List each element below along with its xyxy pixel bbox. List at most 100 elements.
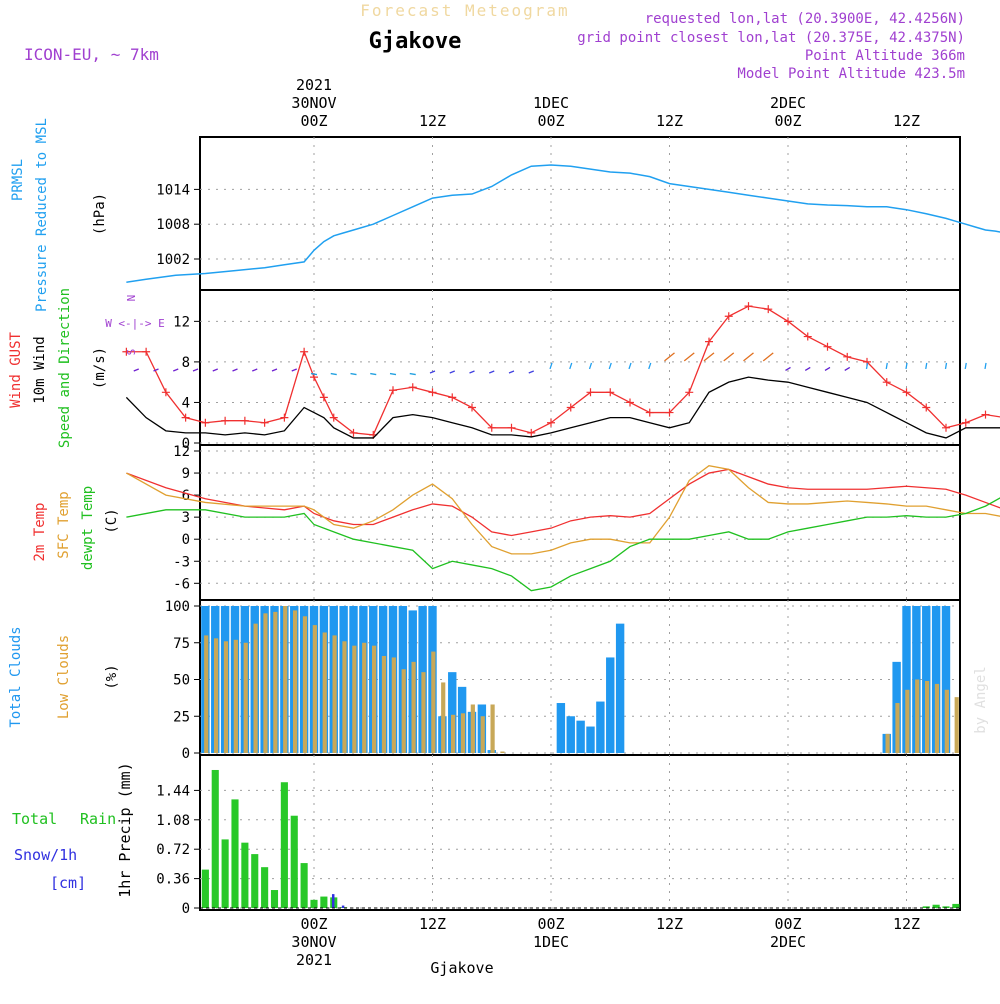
total-cloud-bar bbox=[566, 716, 575, 753]
wind-direction-arrow bbox=[252, 368, 258, 372]
wind-direction-arrow bbox=[212, 368, 218, 372]
low-cloud-bar bbox=[332, 635, 337, 753]
total-cloud-bar bbox=[448, 672, 457, 753]
wind-direction-arrow bbox=[703, 352, 715, 362]
compass-south: S bbox=[125, 349, 138, 356]
low-cloud-bar bbox=[233, 639, 238, 753]
rain-bar bbox=[320, 896, 328, 908]
precip-ytick-label: 0.72 bbox=[156, 842, 190, 858]
snow-bar bbox=[331, 894, 335, 908]
gust-marker bbox=[606, 388, 615, 397]
total-cloud-bar bbox=[606, 657, 615, 753]
wind-direction-arrow bbox=[429, 370, 436, 374]
low-cloud-bar bbox=[213, 638, 219, 753]
total-clouds-label: Total Clouds bbox=[8, 626, 24, 727]
rain-bar bbox=[932, 904, 940, 908]
bottom-time-label: 00Z bbox=[300, 915, 327, 933]
top-time-label: 1DEC bbox=[533, 94, 569, 112]
low-cloud-bar bbox=[312, 625, 317, 753]
model-label: ICON-EU, ~ 7km bbox=[24, 45, 159, 64]
gust-marker bbox=[448, 393, 457, 402]
gust-marker bbox=[626, 398, 634, 407]
wind-direction-arrow bbox=[824, 366, 831, 372]
wind-direction-arrow bbox=[844, 366, 851, 372]
model-altitude: Model Point Altitude 423.5m bbox=[737, 66, 965, 82]
cm-unit-label: [cm] bbox=[50, 874, 86, 892]
gust-marker bbox=[408, 383, 417, 392]
hpa-unit-label: (hPa) bbox=[92, 193, 108, 235]
total-cloud-bar bbox=[922, 606, 931, 753]
low-cloud-bar bbox=[895, 703, 900, 753]
requested-coords: requested lon,lat (20.3900E, 42.4256N) bbox=[645, 11, 965, 27]
gust-marker bbox=[201, 418, 210, 427]
gust-marker bbox=[645, 408, 654, 417]
low-cloud-bar bbox=[470, 704, 475, 753]
gust-marker bbox=[705, 337, 713, 346]
wind-direction-arrow bbox=[449, 370, 455, 374]
low-cloud-bar bbox=[352, 645, 357, 753]
precip-ytick-label: 0.36 bbox=[156, 872, 190, 888]
low-cloud-bar bbox=[401, 669, 406, 753]
temperature-ytick-label: 6 bbox=[182, 488, 190, 504]
total-cloud-bar bbox=[556, 703, 566, 753]
wind-direction-arrow bbox=[310, 372, 318, 376]
wind-direction-arrow bbox=[683, 352, 695, 362]
wind-direction-arrow bbox=[569, 362, 573, 370]
rain-bar bbox=[300, 863, 308, 908]
compass-we: W <-|-> E bbox=[105, 317, 165, 330]
precip-ytick-label: 0 bbox=[182, 901, 190, 917]
rain-bar bbox=[280, 782, 288, 908]
temp-2m-label: 2m Temp bbox=[32, 502, 48, 561]
total-label: Total bbox=[12, 810, 57, 828]
top-time-label: 00Z bbox=[300, 112, 327, 130]
clouds-ytick-label: 0 bbox=[182, 746, 190, 762]
bottom-time-label: 00Z bbox=[774, 915, 801, 933]
clouds-ytick-label: 25 bbox=[173, 709, 190, 725]
bottom-time-label: 00Z bbox=[537, 915, 564, 933]
gust-marker bbox=[764, 305, 773, 314]
gust-marker bbox=[803, 332, 812, 341]
gust-marker bbox=[586, 388, 595, 397]
low-cloud-bar bbox=[391, 657, 396, 753]
rain-bar bbox=[211, 769, 219, 908]
gust-marker bbox=[823, 342, 832, 351]
temp-series-line bbox=[126, 497, 1000, 592]
pressure-series-line bbox=[126, 164, 1000, 283]
low-cloud-bar bbox=[322, 632, 327, 753]
low-cloud-bar bbox=[480, 716, 485, 753]
low-cloud-bar bbox=[905, 689, 910, 753]
gust-marker bbox=[280, 413, 289, 422]
wind-direction-arrow bbox=[762, 352, 774, 362]
ms-unit-label: (m/s) bbox=[92, 347, 108, 389]
wind-direction-arrow bbox=[648, 362, 652, 370]
low-cloud-bar bbox=[283, 606, 288, 753]
wind-direction-arrow bbox=[489, 370, 495, 374]
wind-direction-arrow bbox=[173, 368, 179, 372]
snow-bar bbox=[341, 905, 345, 908]
gust-marker bbox=[902, 388, 911, 397]
wind-direction-arrow bbox=[232, 368, 238, 372]
watermark: by Angel bbox=[973, 666, 989, 733]
low-cloud-bar bbox=[381, 655, 387, 753]
wind-direction-arrow bbox=[370, 372, 377, 376]
total-cloud-bar bbox=[615, 623, 625, 753]
wind-frame bbox=[199, 289, 961, 446]
wind-ytick-label: 8 bbox=[182, 355, 190, 371]
wind-direction-arrow bbox=[984, 362, 987, 370]
wind-direction-arrow bbox=[905, 362, 908, 370]
wind-direction-arrow bbox=[409, 372, 416, 376]
gust-marker bbox=[221, 416, 230, 425]
wind-ytick-label: 0 bbox=[182, 436, 190, 452]
bottom-time-label: 12Z bbox=[419, 915, 446, 933]
wind-direction-arrow bbox=[291, 368, 297, 372]
gust-marker bbox=[507, 423, 516, 432]
wind-direction-arrow bbox=[469, 370, 475, 374]
gust-marker bbox=[566, 403, 575, 412]
sfc-temp-label: SFC Temp bbox=[56, 491, 72, 558]
gust-marker bbox=[181, 413, 190, 422]
temperature-ytick-label: -3 bbox=[173, 554, 190, 570]
wind-direction-arrow bbox=[743, 352, 754, 362]
top-time-label: 00Z bbox=[537, 112, 564, 130]
top-time-label: 12Z bbox=[656, 112, 683, 130]
low-cloud-bar bbox=[362, 642, 367, 753]
